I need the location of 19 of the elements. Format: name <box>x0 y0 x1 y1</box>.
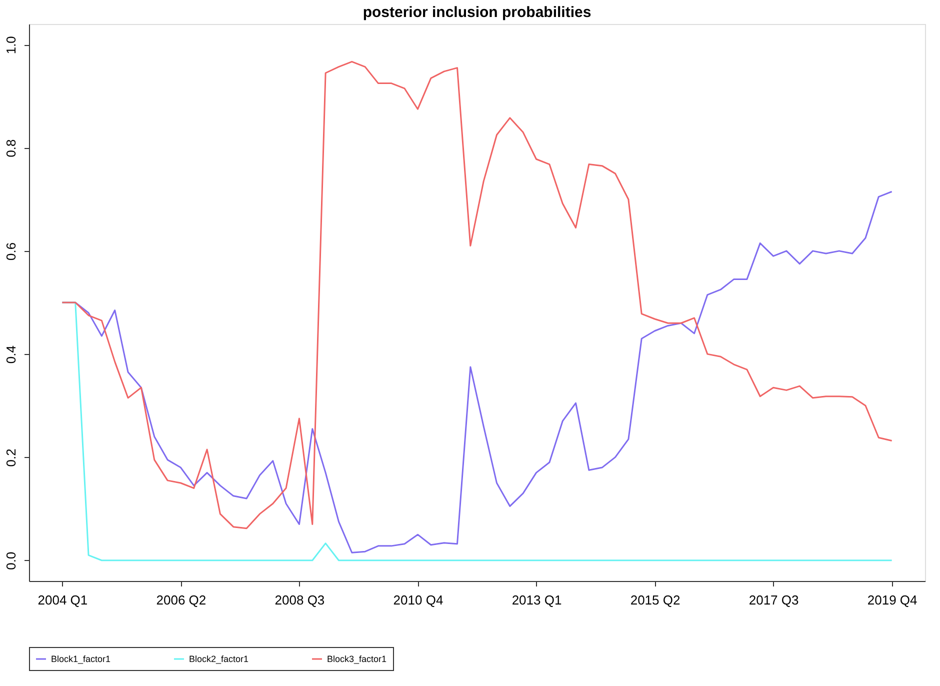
x-tick-label: 2004 Q1 <box>38 592 88 608</box>
x-tick-label: 2019 Q4 <box>867 592 918 608</box>
x-tick-label: 2017 Q3 <box>748 592 799 608</box>
y-tick-label: 1.0 <box>4 36 18 54</box>
y-tick-label: 0.0 <box>4 552 18 570</box>
x-tick-label: 2006 Q2 <box>156 592 206 608</box>
x-tick-label: 2008 Q3 <box>274 592 325 608</box>
x-tick-label: 2010 Q4 <box>393 592 444 608</box>
y-tick-label: 0.2 <box>4 448 18 467</box>
chart-title: posterior inclusion probabilities <box>362 4 592 21</box>
legend-label: Block3_factor1 <box>327 654 387 664</box>
x-tick-label: 2013 Q1 <box>512 592 562 608</box>
y-tick-label: 0.6 <box>4 242 18 260</box>
legend-label: Block1_factor1 <box>51 654 111 664</box>
legend-label: Block2_factor1 <box>189 654 249 664</box>
y-tick-label: 0.4 <box>4 346 18 364</box>
x-tick-label: 2015 Q2 <box>630 592 680 608</box>
y-tick-label: 0.8 <box>4 139 18 158</box>
line-series <box>61 60 893 530</box>
